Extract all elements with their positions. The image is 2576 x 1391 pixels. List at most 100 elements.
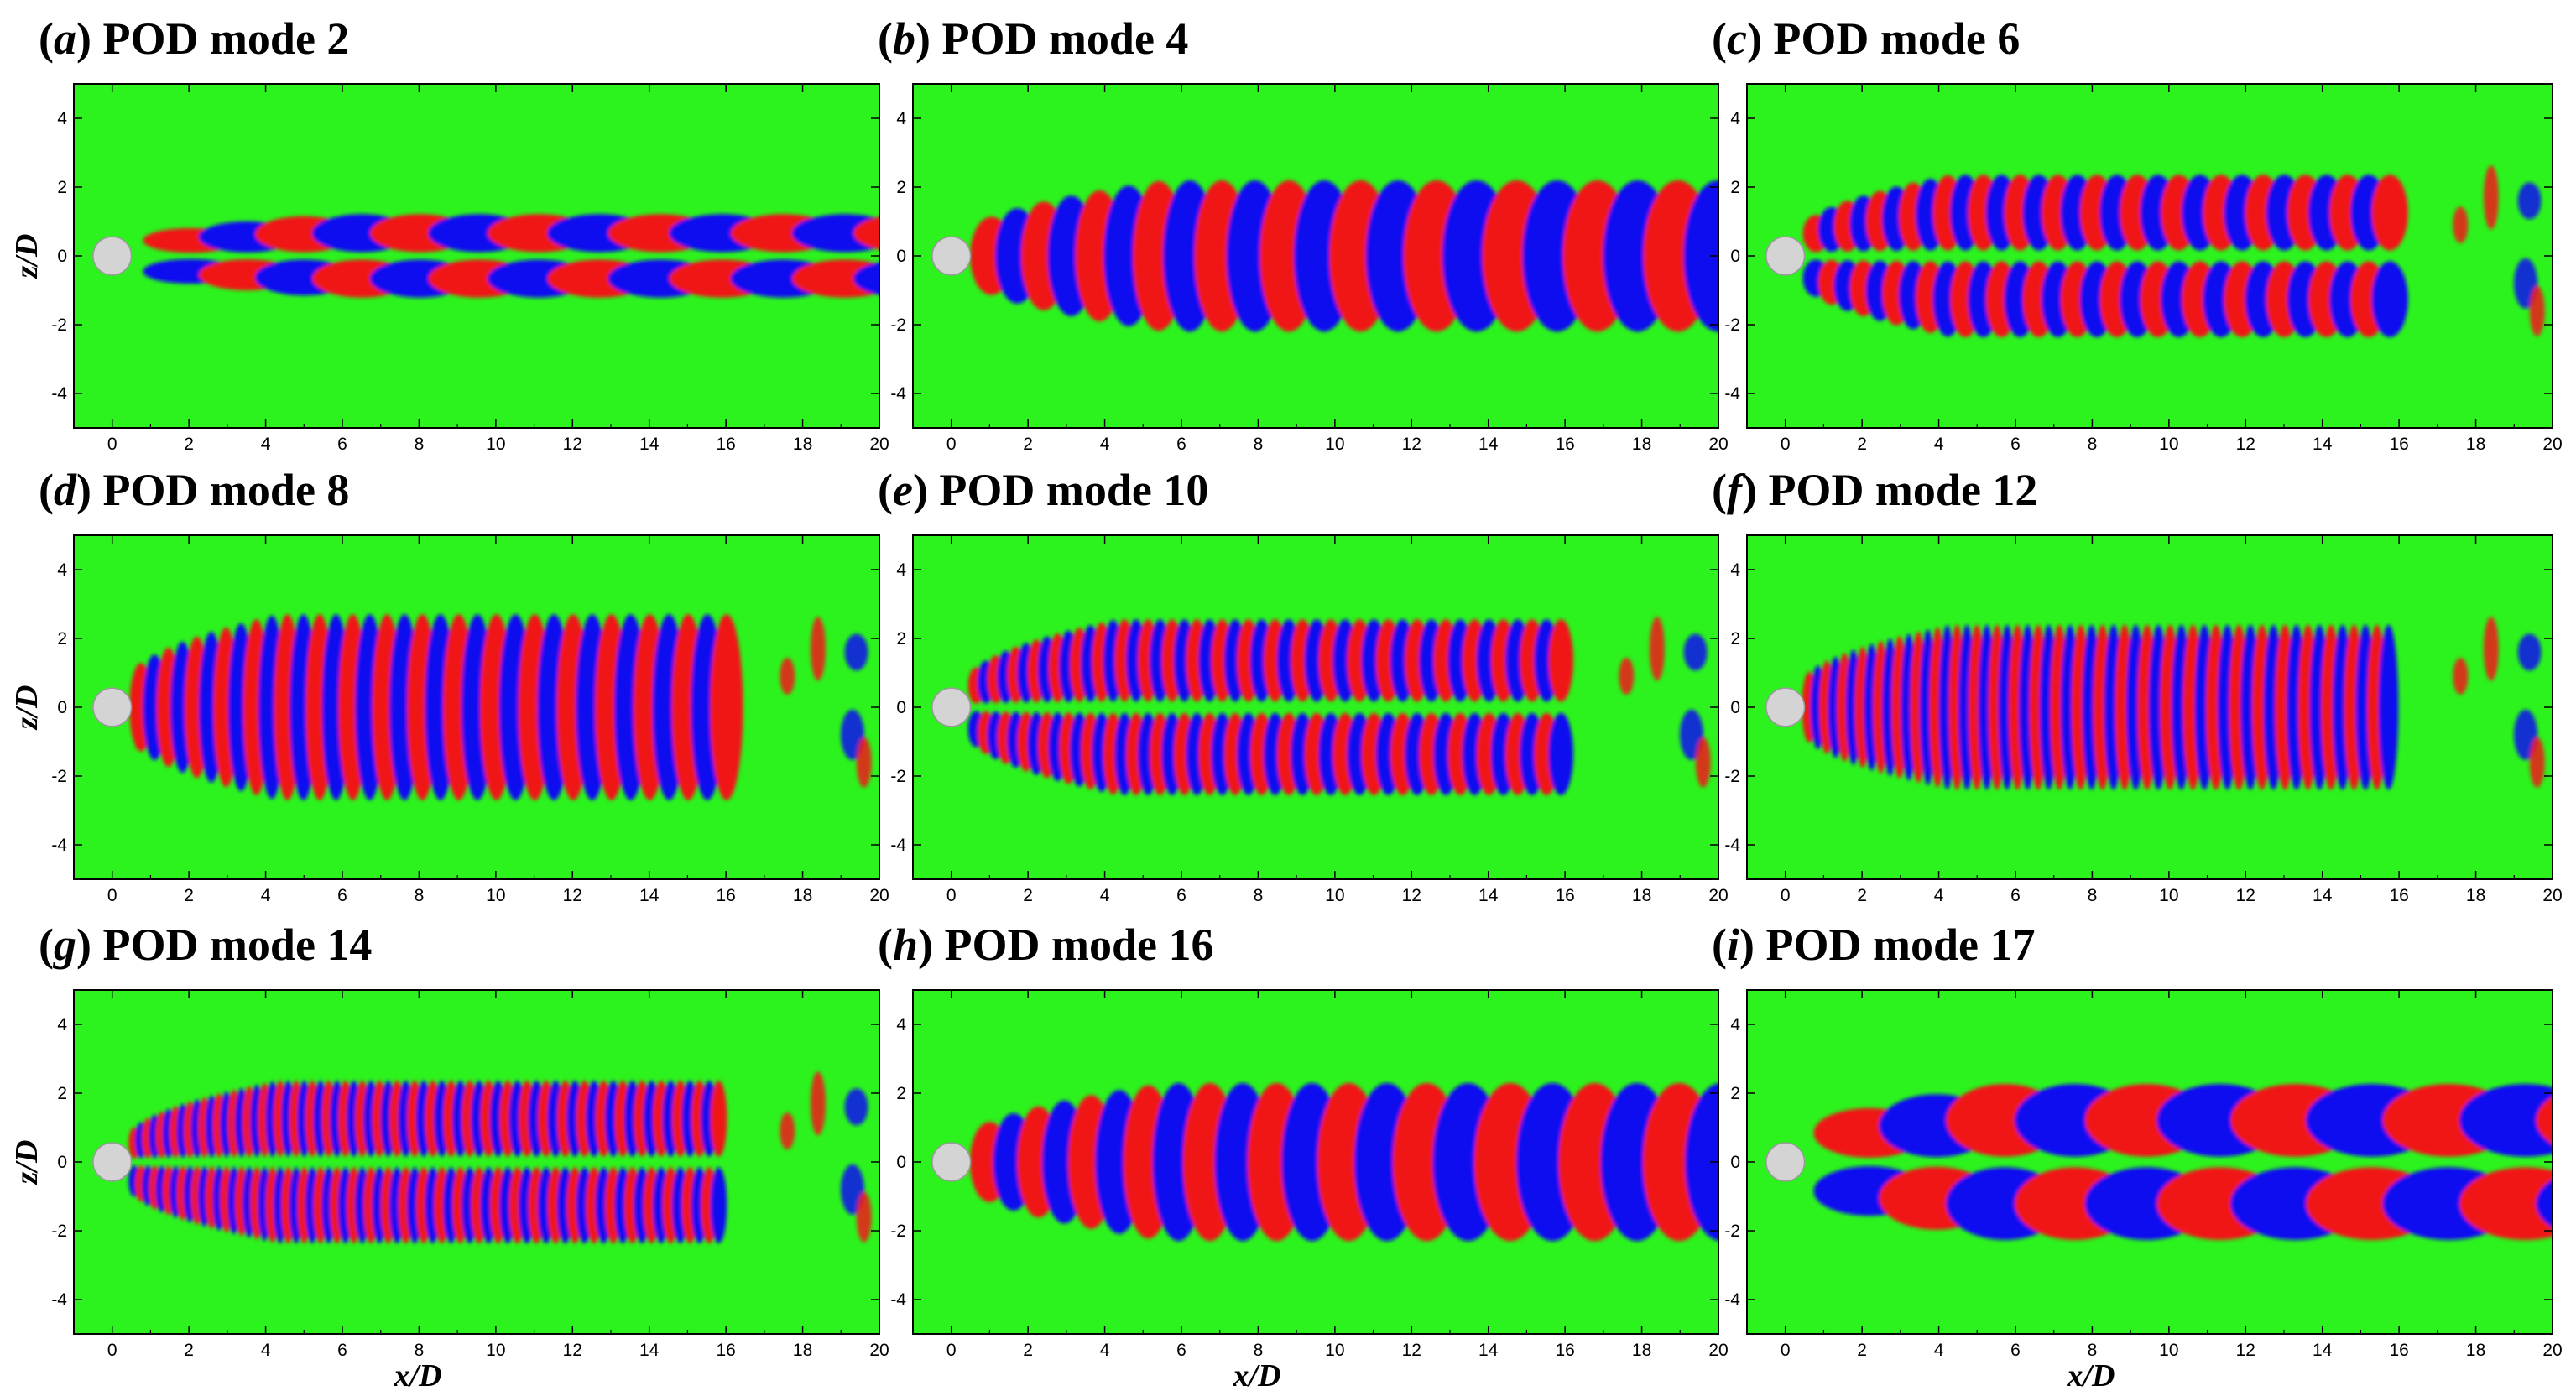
y-tick-label: 2 [57, 629, 67, 649]
x-tick-label: 20 [869, 435, 889, 454]
x-tick-label: 20 [2542, 1341, 2562, 1360]
x-tick-label: 0 [107, 886, 117, 905]
panel-title: (f) POD mode 12 [1712, 465, 2037, 515]
x-tick-label: 2 [184, 435, 194, 454]
x-tick-label: 18 [1632, 886, 1651, 905]
y-axis-label: z/D [9, 1140, 44, 1186]
x-tick-label: 8 [2088, 1341, 2098, 1360]
y-tick-label: -4 [51, 836, 67, 855]
y-tick-label: 2 [1730, 178, 1740, 197]
field-background [74, 84, 879, 428]
x-tick-label: 18 [2466, 1341, 2485, 1360]
y-tick-label: -2 [1724, 315, 1740, 335]
y-tick-label: 4 [1730, 1015, 1740, 1034]
x-tick-label: 0 [946, 886, 957, 905]
y-tick-label: 0 [57, 698, 67, 717]
wake-structure [2378, 624, 2399, 790]
x-tick-label: 10 [486, 435, 505, 454]
x-tick-label: 14 [1478, 435, 1499, 454]
x-tick-label: 16 [1555, 886, 1574, 905]
far-wake-structure [856, 737, 872, 788]
mode-field [128, 1071, 872, 1243]
x-tick-label: 18 [793, 1341, 812, 1360]
x-tick-label: 4 [1934, 1341, 1944, 1360]
x-tick-label: 10 [1325, 1341, 1344, 1360]
cylinder [1765, 687, 1806, 727]
cylinder [931, 687, 972, 727]
wake-structure [1685, 1082, 1718, 1242]
x-tick-label: 8 [2088, 435, 2098, 454]
y-tick-label: -2 [890, 315, 906, 335]
x-tick-label: 14 [2313, 886, 2333, 905]
y-tick-label: 0 [896, 1153, 906, 1172]
field-background [1747, 84, 2553, 428]
far-wake-structure [1649, 617, 1665, 681]
x-tick-label: 18 [2466, 886, 2485, 905]
x-tick-label: 6 [2010, 1341, 2021, 1360]
far-wake-structure [2483, 617, 2499, 681]
x-tick-label: 18 [793, 435, 812, 454]
far-wake-structure [2453, 206, 2469, 244]
wake-structure [2536, 1096, 2553, 1145]
far-wake-structure [780, 658, 795, 696]
y-tick-label: -2 [51, 1222, 67, 1241]
far-wake-structure [2483, 165, 2499, 230]
y-tick-label: -2 [51, 315, 67, 335]
cylinder [931, 236, 972, 276]
x-tick-label: 14 [639, 1341, 660, 1360]
x-tick-label: 16 [716, 886, 735, 905]
x-tick-label: 12 [1402, 1341, 1421, 1360]
x-tick-label: 14 [1478, 1341, 1499, 1360]
x-tick-label: 4 [1100, 1341, 1110, 1360]
y-tick-label: 0 [1730, 247, 1740, 266]
wake-structure [2459, 1167, 2553, 1240]
x-tick-label: 12 [1402, 886, 1421, 905]
far-wake-structure [810, 617, 826, 681]
cylinder [92, 1142, 133, 1182]
y-tick-label: 0 [896, 247, 906, 266]
mode-field [969, 1082, 1718, 1242]
wake-structure [791, 214, 879, 253]
x-tick-label: 12 [563, 435, 582, 454]
x-tick-label: 10 [1325, 435, 1344, 454]
y-tick-label: 0 [896, 698, 906, 717]
wake-structure [1548, 619, 1574, 702]
x-tick-label: 18 [2466, 435, 2485, 454]
y-tick-label: -4 [1724, 1290, 1740, 1310]
x-tick-label: 4 [1934, 886, 1944, 905]
x-tick-label: 0 [946, 435, 957, 454]
panel-title: (b) POD mode 4 [878, 13, 1188, 64]
x-tick-label: 2 [184, 886, 194, 905]
wake-structure [1548, 712, 1574, 795]
far-wake-structure [2529, 285, 2545, 336]
y-tick-label: 0 [1730, 1153, 1740, 1172]
y-tick-label: -4 [1724, 836, 1740, 855]
y-tick-label: -4 [51, 1290, 67, 1310]
y-tick-label: 0 [57, 1153, 67, 1172]
x-tick-label: 20 [869, 1341, 889, 1360]
y-tick-label: 4 [896, 1015, 906, 1034]
wake-structure [1683, 180, 1718, 332]
x-tick-label: 16 [2389, 1341, 2408, 1360]
y-tick-label: 2 [57, 178, 67, 197]
x-tick-label: 14 [1478, 886, 1499, 905]
wake-structure [853, 216, 879, 250]
field-background [913, 535, 1718, 879]
x-tick-label: 2 [1857, 1341, 1867, 1360]
mode-field [129, 614, 872, 800]
x-tick-label: 20 [869, 886, 889, 905]
x-tick-label: 20 [2542, 886, 2562, 905]
mode-field [967, 617, 1711, 795]
wake-structure [853, 262, 879, 295]
x-tick-label: 6 [337, 1341, 347, 1360]
far-wake-structure [856, 1191, 872, 1243]
x-tick-label: 6 [2010, 886, 2021, 905]
panel-title: (g) POD mode 14 [39, 920, 372, 970]
x-tick-label: 6 [1176, 1341, 1186, 1360]
mode-field [970, 180, 1718, 332]
